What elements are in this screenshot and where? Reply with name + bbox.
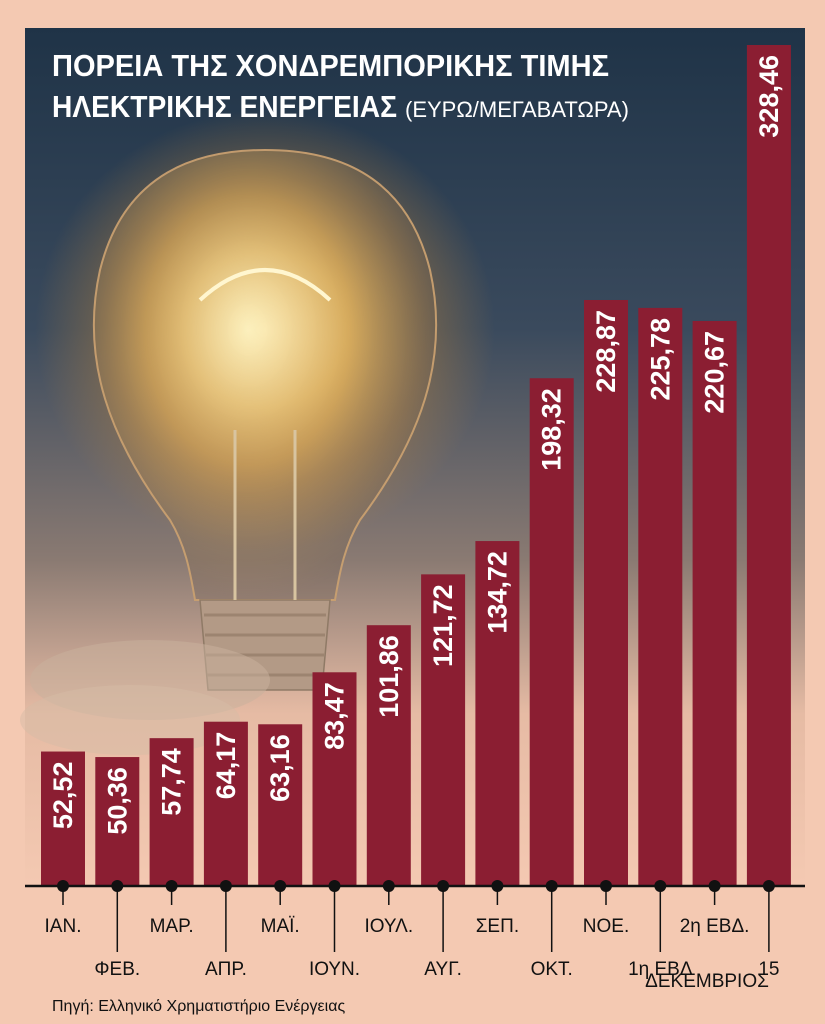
- category-label-7: ΙΟΥΛ.: [364, 916, 413, 937]
- category-label-8: ΑΥΓ.: [424, 959, 462, 980]
- tick-dot-4: [219, 880, 232, 892]
- tick-dot-1: [57, 880, 69, 892]
- category-label-12: 1η ΕΒΔ: [628, 959, 693, 980]
- value-label-10: 198,32: [537, 388, 567, 471]
- axis-labels-group: ΙΑΝ. ΦΕΒ. ΜΑΡ. ΑΠΡ. ΜΑΪ. ΙΟΥΝ. ΙΟΥΛ. ΑΥΓ. ΣΕΠ. ΟΚ…: [45, 916, 780, 980]
- value-label-12: 225,78: [645, 318, 675, 401]
- tick-dot-9: [491, 880, 504, 892]
- value-label-13: 220,67: [700, 331, 730, 414]
- category-label-5: ΜΑΪ.: [261, 916, 300, 937]
- value-label-3: 57,74: [157, 748, 187, 816]
- bar-1: [41, 751, 85, 886]
- value-label-5: 63,16: [265, 734, 295, 802]
- tick-dot-7: [382, 880, 395, 892]
- lightbulb-illustration: [20, 110, 495, 755]
- source-note: Πηγή: Ελληνικό Χρηματιστήριο Ενέργειας: [52, 998, 345, 1015]
- value-label-11: 228,87: [591, 310, 621, 393]
- bars-group: 52,52 50,36 57,74 64,17 63,16 83,47 101,86 121,…: [41, 45, 791, 887]
- tick-dot-5: [274, 880, 287, 892]
- category-label-11: ΝΟΕ.: [583, 916, 629, 937]
- value-label-4: 64,17: [211, 732, 241, 800]
- category-label-3: ΜΑΡ.: [150, 916, 194, 937]
- tick-dot-8: [437, 880, 450, 892]
- bar-14: [746, 45, 791, 886]
- bar-5: [258, 724, 303, 886]
- category-label-6: ΙΟΥΝ.: [309, 959, 360, 980]
- bar-7: [366, 625, 411, 886]
- bar-6: [312, 672, 357, 886]
- category-label-9: ΣΕΠ.: [476, 916, 519, 937]
- category-label-4: ΑΠΡ.: [205, 959, 247, 980]
- value-label-6: 83,47: [320, 682, 350, 750]
- bar-9: [475, 541, 520, 886]
- value-label-8: 121,72: [428, 584, 458, 667]
- tick-dot-11: [600, 880, 612, 892]
- value-label-7: 101,86: [374, 635, 404, 718]
- value-label-1: 52,52: [48, 762, 78, 830]
- axis-ticks-group: [57, 880, 775, 952]
- bar-13: [692, 320, 737, 886]
- value-label-14: 328,46: [754, 55, 784, 138]
- tick-dot-6: [328, 880, 341, 892]
- tick-dot-3: [165, 880, 178, 892]
- bar-12: [638, 307, 683, 887]
- bar-10: [529, 378, 574, 886]
- chart-title-line2: ΗΛΕΚΤΡΙΚΗΣ ΕΝΕΡΓΕΙΑΣ: [52, 89, 397, 124]
- category-label-10: ΟΚΤ.: [531, 959, 573, 980]
- tick-dot-12: [654, 880, 667, 892]
- category-label-14: 15: [758, 959, 779, 980]
- category-label-2: ΦΕΒ.: [94, 959, 140, 980]
- bar-2: [95, 757, 140, 886]
- value-label-2: 50,36: [102, 767, 132, 835]
- chart-unit-label: (ΕΥΡΩ/ΜΕΓΑΒΑΤΩΡΑ): [405, 97, 629, 122]
- tick-dot-13: [708, 880, 721, 892]
- bar-3: [149, 738, 194, 886]
- tick-dot-14: [762, 880, 775, 892]
- chart-title-line1: ΠΟΡΕΙΑ ΤΗΣ ΧΟΝΔΡΕΜΠΟΡΙΚΗΣ ΤΙΜΗΣ: [52, 48, 609, 83]
- tick-dot-2: [111, 880, 124, 892]
- category-label-13: 2η ΕΒΔ.: [680, 916, 750, 937]
- bar-8: [421, 574, 466, 886]
- group-label-december: ΔΕΚΕΜΒΡΙΟΣ: [645, 971, 769, 992]
- tick-dot-10: [545, 880, 558, 892]
- bar-11: [584, 299, 628, 887]
- bar-4: [203, 721, 248, 886]
- background-footer: [0, 886, 825, 1024]
- value-label-9: 134,72: [482, 551, 512, 634]
- category-label-1: ΙΑΝ.: [45, 916, 82, 937]
